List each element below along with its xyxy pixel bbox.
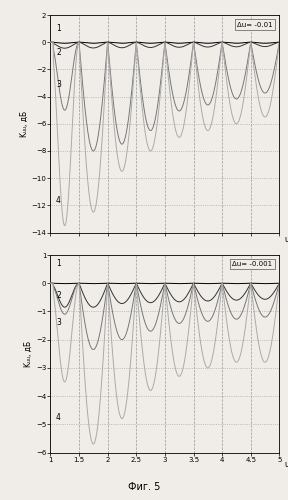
Y-axis label: Kᵤᵤ, дБ: Kᵤᵤ, дБ (20, 110, 29, 137)
Text: Δu= -0.001: Δu= -0.001 (232, 261, 272, 267)
Text: 2: 2 (56, 48, 61, 56)
Text: 2: 2 (56, 290, 61, 300)
Text: 3: 3 (56, 80, 61, 89)
Text: u: u (284, 234, 288, 244)
Text: 4: 4 (56, 413, 61, 422)
Text: u: u (284, 460, 288, 469)
Text: 4: 4 (56, 196, 61, 204)
Text: Фиг. 5: Фиг. 5 (128, 482, 160, 492)
Text: 1: 1 (56, 24, 61, 32)
Text: 1: 1 (56, 259, 61, 268)
Y-axis label: Kᵤᵤ, дБ: Kᵤᵤ, дБ (24, 340, 33, 367)
Text: 3: 3 (56, 318, 61, 327)
Text: Δu= -0.01: Δu= -0.01 (237, 22, 272, 28)
